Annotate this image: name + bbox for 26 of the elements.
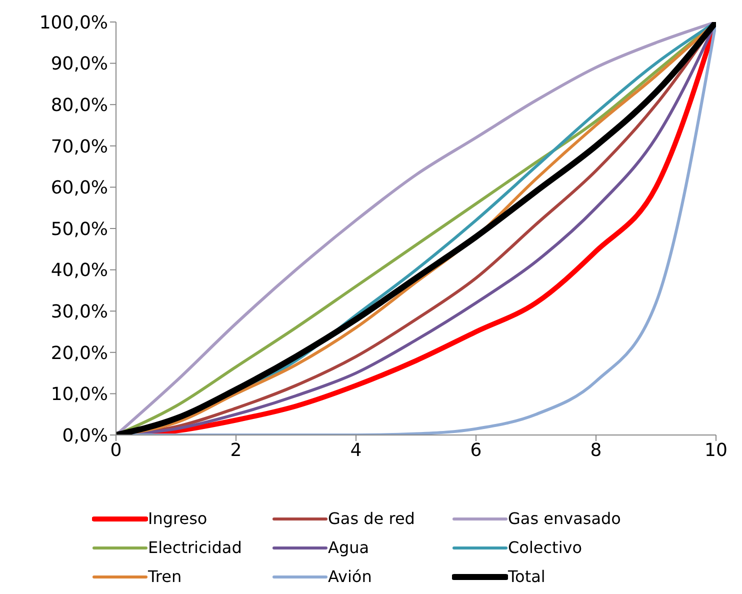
x-tick-label: 8 bbox=[590, 440, 602, 461]
y-tick-label: 80,0% bbox=[50, 94, 108, 116]
y-tick-label: 40,0% bbox=[50, 260, 108, 282]
y-tick-label: 20,0% bbox=[50, 342, 108, 364]
y-tick-label: 50,0% bbox=[50, 218, 108, 240]
y-tick-label: 60,0% bbox=[50, 178, 108, 199]
x-tick-label: 2 bbox=[230, 440, 242, 461]
y-tick-label: 100,0% bbox=[39, 12, 108, 34]
x-tick-label: 6 bbox=[470, 440, 482, 461]
y-tick-label: 70,0% bbox=[50, 136, 108, 158]
y-tick-label: 10,0% bbox=[50, 384, 108, 406]
legend-label: Ingreso bbox=[148, 509, 208, 528]
legend-label: Colectivo bbox=[508, 538, 582, 557]
legend-label: Avión bbox=[328, 567, 372, 586]
x-tick-label: 10 bbox=[704, 440, 728, 461]
y-tick-label: 30,0% bbox=[50, 301, 108, 322]
legend-label: Total bbox=[508, 567, 546, 586]
x-tick-label: 4 bbox=[350, 440, 362, 461]
legend-label: Electricidad bbox=[148, 538, 242, 557]
legend-label: Tren bbox=[148, 567, 182, 586]
y-tick-label: 0,0% bbox=[62, 425, 108, 446]
x-tick-label: 0 bbox=[110, 440, 122, 461]
legend-label: Agua bbox=[328, 538, 370, 557]
legend-label: Gas de red bbox=[328, 509, 415, 528]
legend-label: Gas envasado bbox=[508, 509, 621, 528]
y-tick-label: 90,0% bbox=[50, 54, 108, 75]
